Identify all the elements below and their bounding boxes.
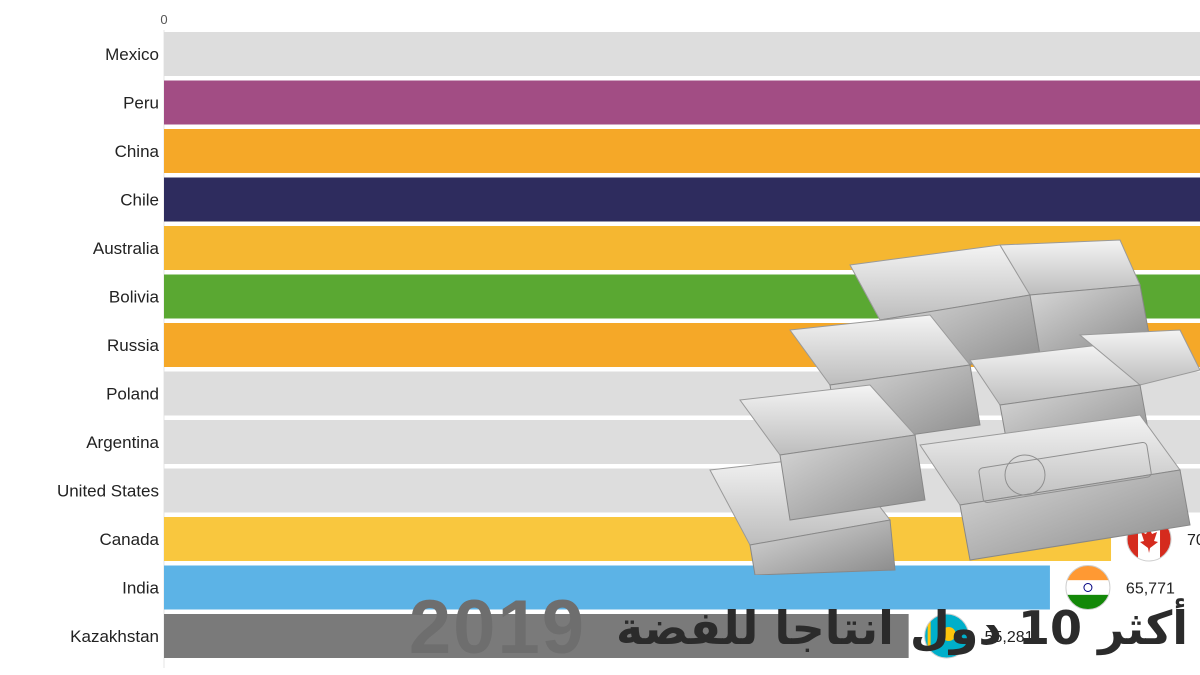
silver-bars-illustration bbox=[709, 239, 1200, 575]
india-flag-icon bbox=[1065, 565, 1111, 610]
bar-canada bbox=[164, 517, 1112, 561]
chart-title: 2019 أكثر 10 دول انتاجا للفضة bbox=[409, 588, 1200, 668]
kazakhstan-flag-icon bbox=[924, 613, 970, 659]
category-label: Poland bbox=[106, 385, 159, 404]
value-label: 65,771 bbox=[1126, 581, 1175, 598]
category-label: Australia bbox=[93, 239, 160, 258]
x-tick-label: 0 bbox=[160, 12, 167, 27]
category-label: Peru bbox=[123, 94, 159, 113]
title-year: 2019 bbox=[408, 585, 586, 670]
bar-chile bbox=[164, 177, 1200, 222]
category-label: Russia bbox=[107, 336, 160, 355]
category-label: Mexico bbox=[105, 45, 159, 64]
bar-china bbox=[164, 129, 1200, 173]
bar-kazakhstan bbox=[164, 614, 909, 658]
bar-peru bbox=[164, 80, 1200, 125]
bar-mexico bbox=[164, 32, 1200, 76]
category-label: United States bbox=[57, 482, 159, 501]
category-label: China bbox=[115, 142, 160, 161]
bar-india bbox=[164, 565, 1050, 610]
category-label: Bolivia bbox=[109, 288, 160, 307]
title-text: أكثر 10 دول انتاجا للفضة bbox=[615, 601, 1188, 655]
category-label: Chile bbox=[120, 191, 159, 210]
category-label: Argentina bbox=[86, 433, 159, 452]
category-label: India bbox=[122, 579, 159, 598]
value-label: 55,281 bbox=[985, 629, 1034, 646]
value-label: 70,306 bbox=[1187, 532, 1200, 549]
x-axis-ticks: 0100,000200,000300,000400,000500,000 bbox=[160, 12, 167, 27]
category-label: Kazakhstan bbox=[70, 627, 159, 646]
category-label: Canada bbox=[99, 530, 159, 549]
